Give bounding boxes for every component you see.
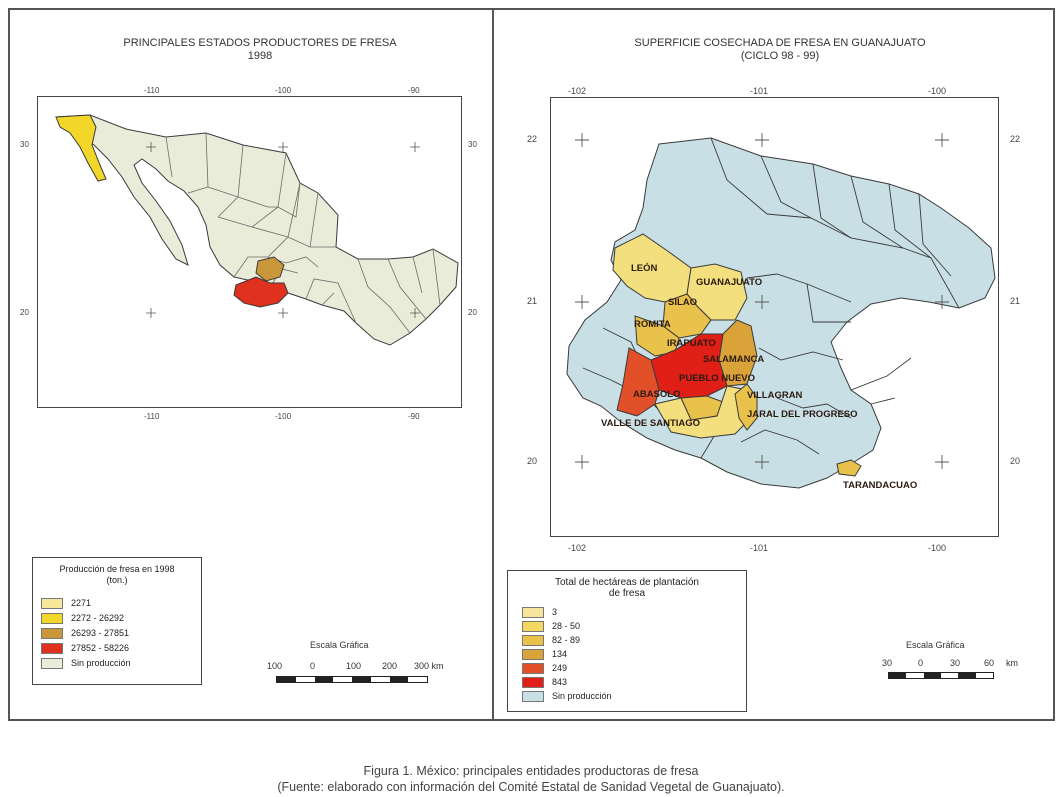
right-lat-tick-right: 21 [1010,296,1021,306]
figure-caption: Figura 1. México: principales entidades … [0,763,1062,795]
scale-label: 30 [882,658,893,668]
label-romita: ROMITA [634,319,671,330]
scale-title: Escala Gráfica [310,640,369,650]
right-lat-tick-left: 20 [527,456,538,466]
left-top-tick: -110 [144,86,160,95]
right-top-tick: -100 [928,86,947,96]
scale-label: 100 [346,661,362,671]
scale-ruler [888,672,994,679]
mexico-map-svg [55,114,459,346]
right-legend-title: Total de hectáreas de plantación de fres… [555,577,699,599]
label-tarandacuao: TARANDACUAO [843,480,917,491]
right-scale-bar: Escala Gráfica 30 0 30 60 km [876,640,1026,690]
right-lat-tick-right: 22 [1010,134,1021,144]
right-map-title: SUPERFICIE COSECHADA DE FRESA EN GUANAJU… [634,37,926,62]
state-michoacan [233,276,289,308]
left-lat-tick: 20 [20,308,29,317]
scale-label: 100 [267,661,283,671]
scale-label: 300 km [414,661,444,671]
caption-line-2: (Fuente: elaborado con información del C… [277,780,785,794]
label-leon: LEÓN [631,262,658,274]
label-salamanca: SALAMANCA [703,354,764,365]
right-legend: Total de hectáreas de plantación de fres… [507,570,747,712]
right-lat-tick: 20 [468,308,477,317]
label-silao: SILAO [668,297,697,308]
right-bottom-tick: -100 [928,543,947,553]
scale-ruler [276,676,428,683]
label-jaral-del-progreso: JARAL DEL PROGRESO [747,409,858,420]
left-bottom-tick: -90 [408,412,420,421]
guanajuato-map: LEÓN GUANAJUATO SILAO ROMITA IRAPUATO SA… [550,97,999,537]
legend-swatch [41,658,63,669]
muni-abasolo [616,347,660,417]
guanajuato-outline [566,137,996,489]
scale-label: 30 [950,658,961,668]
label-guanajuato: GUANAJUATO [696,277,762,288]
legend-swatch [522,635,544,646]
scale-label: km [1006,658,1018,668]
left-top-tick: -90 [408,86,420,95]
left-bottom-tick: -110 [144,412,160,421]
label-pueblo-nuevo: PUEBLO NUEVO [679,373,755,384]
left-legend-title: Producción de fresa en 1998 (ton.) [59,564,175,585]
right-top-tick: -102 [568,86,587,96]
mexico-territory [55,114,459,346]
label-irapuato: IRAPUATO [667,338,716,349]
right-lat-tick: 30 [468,140,477,149]
right-lat-tick-left: 21 [527,296,538,306]
legend-swatch [522,677,544,688]
legend-swatch [522,691,544,702]
legend-swatch [522,649,544,660]
legend-swatch [41,628,63,639]
left-legend: Producción de fresa en 1998 (ton.) 2271 … [32,557,202,685]
right-bottom-tick: -101 [750,543,769,553]
mexico-map [37,96,462,408]
left-map-title: PRINCIPALES ESTADOS PRODUCTORES DE FRESA… [123,37,397,62]
caption-line-1: Figura 1. México: principales entidades … [363,764,699,778]
panel-divider [492,8,494,721]
right-lat-tick-right: 20 [1010,456,1021,466]
legend-swatch [41,613,63,624]
muni-jaral-del-progreso [734,383,758,431]
legend-swatch [522,621,544,632]
state-borders [165,132,441,334]
legend-swatch [41,598,63,609]
state-baja-california [55,114,107,182]
state-guanajuato [255,256,285,282]
label-villagran: VILLAGRAN [747,390,803,401]
left-lat-tick: 30 [20,140,29,149]
graticule-crosses [575,133,949,469]
guanajuato-map-svg: LEÓN GUANAJUATO SILAO ROMITA IRAPUATO SA… [566,133,996,491]
label-abasolo: ABASOLO [633,389,681,400]
left-top-tick: -100 [275,86,292,95]
scale-title: Escala Gráfica [906,640,965,650]
scale-label: 200 [382,661,398,671]
scale-label: 0 [918,658,924,668]
left-bottom-tick: -100 [275,412,292,421]
legend-swatch [41,643,63,654]
label-valle-de-santiago: VALLE DE SANTIAGO [601,418,700,429]
right-bottom-tick: -102 [568,543,587,553]
right-lat-tick-left: 22 [527,134,538,144]
scale-label: 60 [984,658,995,668]
scale-label: 0 [310,661,316,671]
figure-frame [8,8,1055,721]
muni-irapuato [650,333,728,399]
left-scale-bar: Escala Gráfica 100 0 100 200 300 km [262,640,462,690]
right-top-tick: -101 [750,86,769,96]
legend-swatch [522,607,544,618]
legend-swatch [522,663,544,674]
graticule-crosses [146,142,420,318]
muni-tarandacuao [836,459,862,477]
